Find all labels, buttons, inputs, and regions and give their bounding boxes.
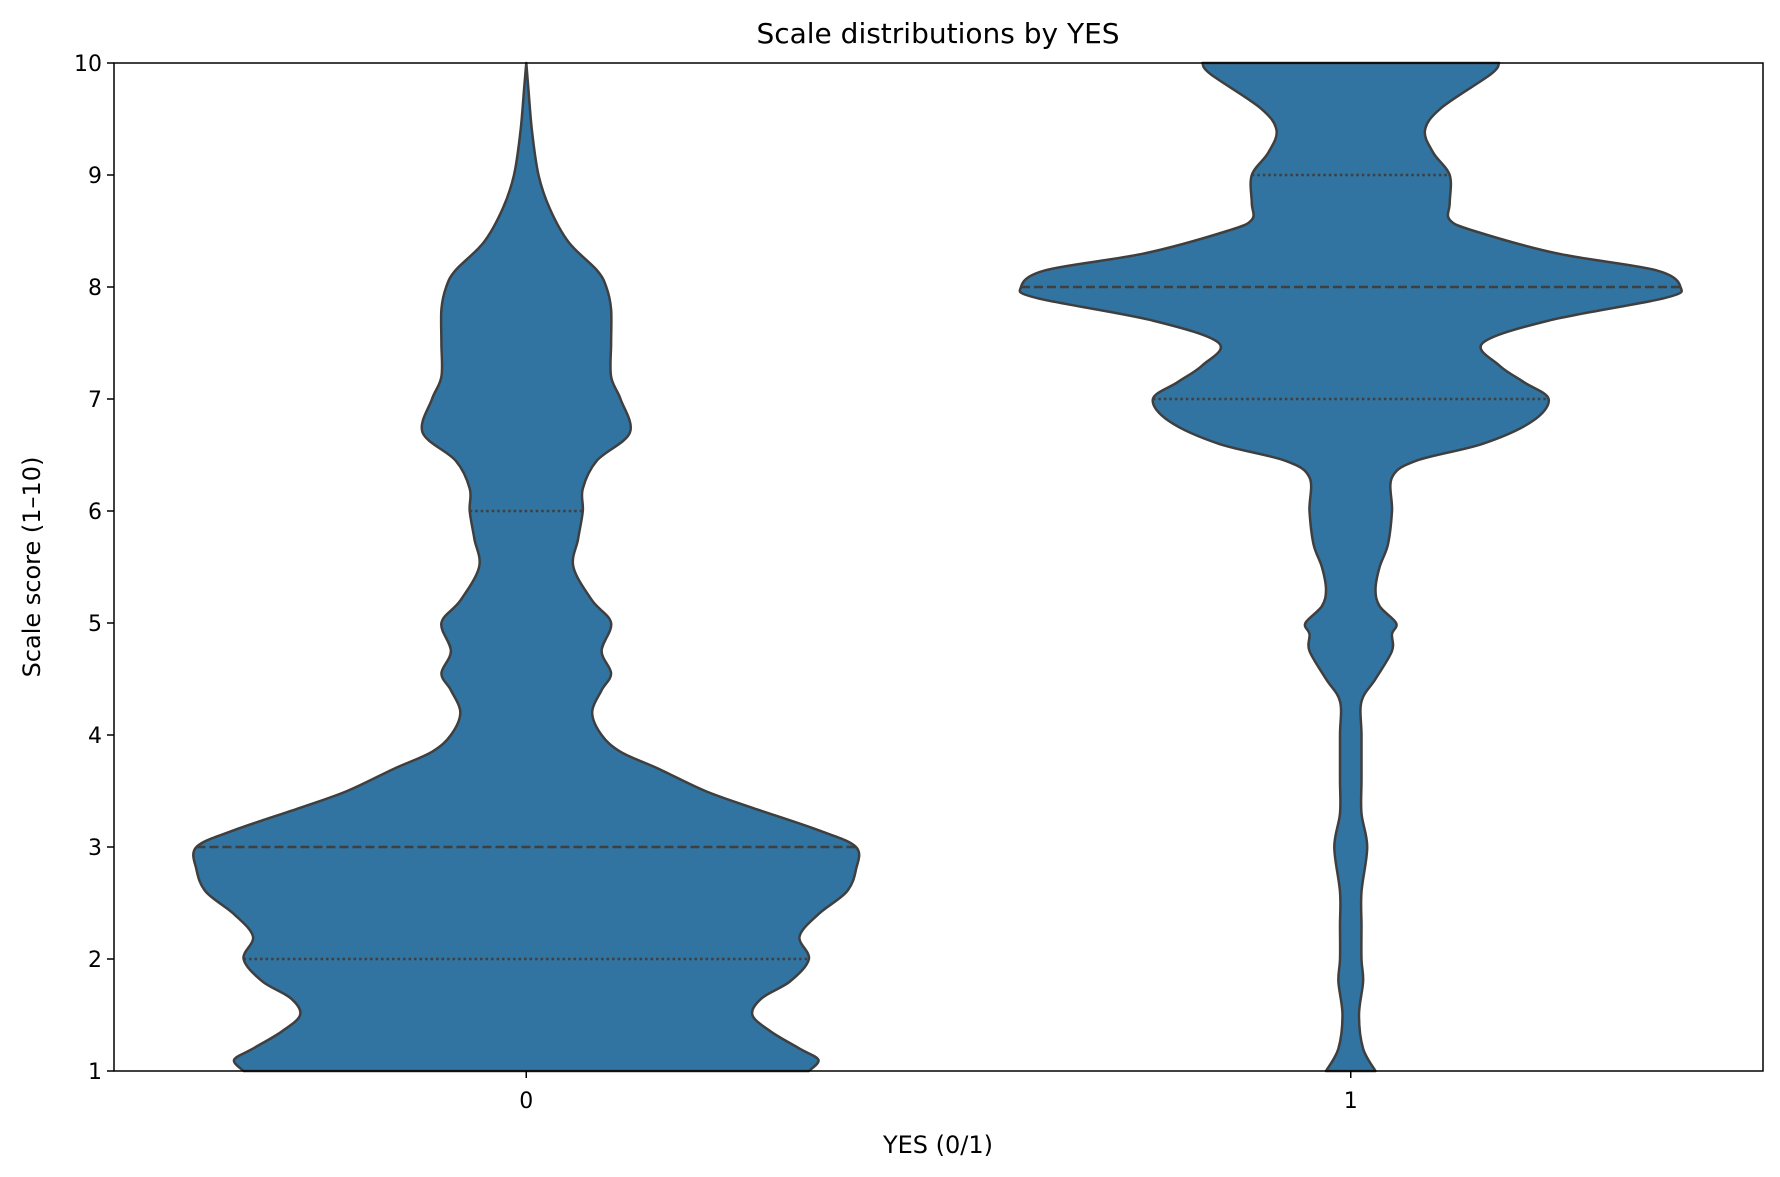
y-axis-label: Scale score (1–10) <box>18 457 46 678</box>
x-axis-label: YES (0/1) <box>882 1131 993 1159</box>
y-tick-label: 7 <box>88 388 102 413</box>
y-tick-label: 2 <box>88 948 102 973</box>
y-tick-label: 1 <box>88 1060 102 1085</box>
y-tick-label: 4 <box>88 724 102 749</box>
chart-title: Scale distributions by YES <box>756 17 1119 50</box>
y-tick-label: 5 <box>88 612 102 637</box>
x-tick-label: 0 <box>519 1089 533 1114</box>
y-tick-label: 3 <box>88 836 102 861</box>
y-tick-label: 9 <box>88 164 102 189</box>
y-tick-label: 6 <box>88 500 102 525</box>
y-axis: 1 2 3 4 5 6 7 8 9 10 <box>74 52 114 1085</box>
plot-frame <box>113 62 1764 1072</box>
y-tick-label: 10 <box>74 52 102 77</box>
y-tick-label: 8 <box>88 276 102 301</box>
x-tick-label: 1 <box>1344 1089 1358 1114</box>
